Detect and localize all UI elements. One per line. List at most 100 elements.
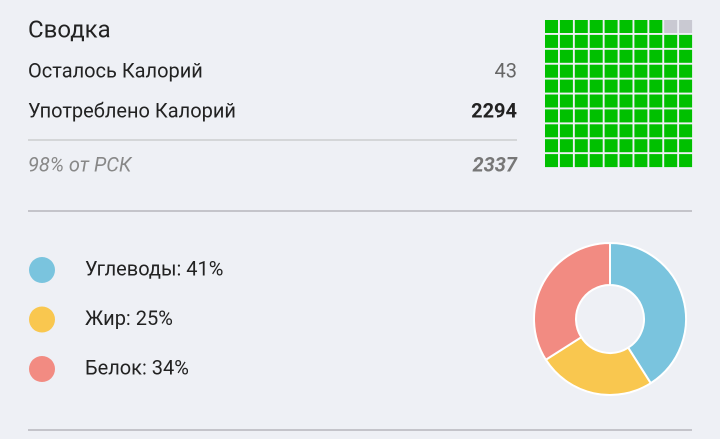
waffle-cell-filled bbox=[574, 94, 588, 108]
row-value: 2294 bbox=[471, 98, 517, 122]
legend-swatch bbox=[29, 257, 55, 283]
waffle-cell-empty bbox=[679, 20, 693, 33]
waffle-cell-filled bbox=[664, 34, 678, 48]
waffle-cell-filled bbox=[634, 94, 648, 108]
waffle-cell-filled bbox=[604, 64, 618, 78]
waffle-cell-filled bbox=[649, 64, 663, 78]
waffle-cell-filled bbox=[634, 139, 648, 153]
row-value: 43 bbox=[495, 58, 517, 82]
donut-slice bbox=[533, 241, 611, 362]
waffle-cell-filled bbox=[664, 94, 678, 108]
waffle-cell-filled bbox=[574, 124, 588, 138]
waffle-cell-filled bbox=[604, 79, 618, 93]
waffle-cell-filled bbox=[664, 64, 678, 78]
donut bbox=[533, 241, 687, 396]
waffle-cell-filled bbox=[619, 49, 633, 63]
waffle-cell-filled bbox=[559, 109, 573, 123]
waffle-cell-filled bbox=[619, 124, 633, 138]
waffle-cell-filled bbox=[604, 94, 618, 108]
waffle bbox=[545, 20, 693, 168]
waffle-cell-filled bbox=[589, 109, 603, 123]
waffle-cell-filled bbox=[679, 124, 693, 138]
waffle-cell-filled bbox=[649, 109, 663, 123]
waffle-cell-filled bbox=[589, 154, 603, 168]
waffle-cell-filled bbox=[589, 79, 603, 93]
waffle-cell-filled bbox=[634, 49, 648, 63]
waffle-cell-filled bbox=[559, 94, 573, 108]
waffle-cell-filled bbox=[574, 49, 588, 63]
waffle-cell-filled bbox=[545, 124, 558, 138]
waffle-cell-filled bbox=[545, 64, 558, 78]
waffle-cell-filled bbox=[634, 79, 648, 93]
waffle-cell-filled bbox=[649, 94, 663, 108]
waffle-cell-filled bbox=[545, 20, 558, 33]
waffle-cell-filled bbox=[649, 20, 663, 33]
waffle-cell-filled bbox=[619, 94, 633, 108]
waffle-cell-filled bbox=[545, 109, 558, 123]
waffle-cell-filled bbox=[574, 34, 588, 48]
legend-swatch bbox=[29, 356, 55, 382]
waffle-cell-filled bbox=[649, 34, 663, 48]
waffle-cell-filled bbox=[559, 124, 573, 138]
waffle-cell-filled bbox=[545, 139, 558, 153]
waffle-cell-filled bbox=[545, 79, 558, 93]
waffle-cell-filled bbox=[574, 139, 588, 153]
waffle-cell-filled bbox=[649, 124, 663, 138]
waffle-cell-filled bbox=[589, 139, 603, 153]
waffle-cell-filled bbox=[619, 109, 633, 123]
waffle-cell-empty bbox=[664, 20, 678, 33]
waffle-cell-filled bbox=[574, 154, 588, 168]
waffle-cell-filled bbox=[664, 109, 678, 123]
waffle-cell-filled bbox=[679, 34, 693, 48]
waffle-cell-filled bbox=[559, 49, 573, 63]
legend-label: Углеводы: 41% bbox=[85, 256, 223, 280]
legend-label: Белок: 34% bbox=[85, 355, 189, 379]
waffle-cell-filled bbox=[604, 20, 618, 33]
waffle-cell-filled bbox=[559, 64, 573, 78]
waffle-cell-filled bbox=[664, 124, 678, 138]
waffle-cell-filled bbox=[604, 139, 618, 153]
waffle-cell-filled bbox=[559, 79, 573, 93]
waffle-cell-filled bbox=[604, 109, 618, 123]
row-label: 98% от РСК bbox=[28, 152, 133, 176]
waffle-cell-filled bbox=[619, 64, 633, 78]
waffle-cell-filled bbox=[589, 64, 603, 78]
waffle-cell-filled bbox=[619, 154, 633, 168]
waffle-cell-filled bbox=[679, 109, 693, 123]
waffle-cell-filled bbox=[634, 154, 648, 168]
waffle-cell-filled bbox=[604, 124, 618, 138]
waffle-cell-filled bbox=[604, 154, 618, 168]
waffle-cell-filled bbox=[664, 79, 678, 93]
waffle-cell-filled bbox=[634, 64, 648, 78]
waffle-cell-filled bbox=[634, 124, 648, 138]
waffle-cell-filled bbox=[545, 34, 558, 48]
waffle-cell-filled bbox=[664, 49, 678, 63]
waffle-cell-filled bbox=[679, 94, 693, 108]
waffle-cell-filled bbox=[545, 94, 558, 108]
legend-swatch bbox=[29, 306, 55, 333]
waffle-cell-filled bbox=[559, 154, 573, 168]
waffle-cell-filled bbox=[589, 124, 603, 138]
waffle-cell-filled bbox=[649, 79, 663, 93]
row-label: Употреблено Калорий bbox=[28, 98, 236, 122]
waffle-cell-filled bbox=[574, 79, 588, 93]
waffle-cell-filled bbox=[574, 64, 588, 78]
waffle-cell-filled bbox=[604, 34, 618, 48]
waffle-cell-filled bbox=[634, 109, 648, 123]
waffle-cell-filled bbox=[634, 34, 648, 48]
waffle-cell-filled bbox=[589, 94, 603, 108]
waffle-cell-filled bbox=[545, 49, 558, 63]
waffle-cell-filled bbox=[679, 79, 693, 93]
title: Сводка bbox=[28, 15, 111, 43]
waffle-cell-filled bbox=[679, 139, 693, 153]
waffle-cell-filled bbox=[619, 20, 633, 33]
waffle-cell-filled bbox=[619, 79, 633, 93]
waffle-cell-filled bbox=[619, 139, 633, 153]
waffle-cell-filled bbox=[679, 64, 693, 78]
waffle-cell-filled bbox=[664, 139, 678, 153]
waffle-cell-filled bbox=[559, 20, 573, 33]
waffle-cell-filled bbox=[649, 139, 663, 153]
waffle-cell-filled bbox=[545, 154, 558, 168]
waffle-cell-filled bbox=[574, 20, 588, 33]
waffle-cell-filled bbox=[604, 49, 618, 63]
